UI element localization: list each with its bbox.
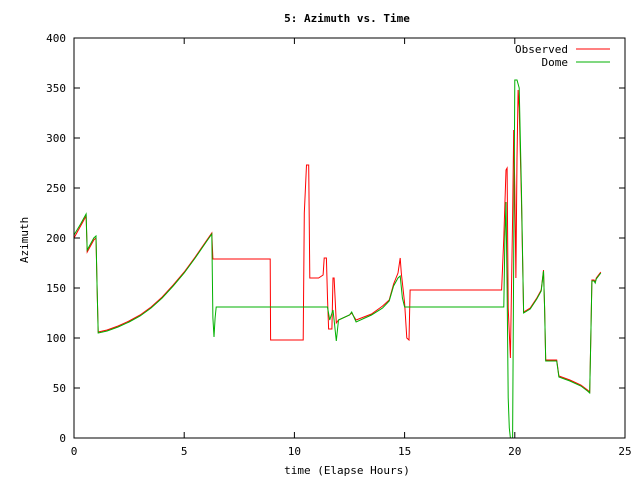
x-tick-label: 0 (71, 445, 78, 458)
chart-title: 5: Azimuth vs. Time (284, 12, 410, 25)
x-tick-label: 20 (508, 445, 521, 458)
series-line-observed (73, 89, 602, 394)
y-tick-label: 0 (59, 432, 66, 445)
plot-frame (73, 37, 626, 439)
y-tick-label: 50 (53, 382, 66, 395)
y-axis-label: Azimuth (18, 217, 31, 263)
x-tick-label: 15 (398, 445, 411, 458)
x-tick-label: 25 (618, 445, 631, 458)
y-tick-label: 200 (46, 232, 66, 245)
y-tick-label: 250 (46, 182, 66, 195)
x-axis-label: time (Elapse Hours) (284, 464, 410, 477)
y-tick-label: 150 (46, 282, 66, 295)
y-tick-label: 300 (46, 132, 66, 145)
x-tick-label: 5 (181, 445, 188, 458)
series-layer (73, 79, 602, 439)
legend-label-dome: Dome (542, 56, 569, 69)
series-line-dome (73, 79, 602, 439)
y-tick-label: 400 (46, 32, 66, 45)
y-tick-label: 350 (46, 82, 66, 95)
x-tick-label: 10 (288, 445, 301, 458)
y-tick-label: 100 (46, 332, 66, 345)
legend-label-observed: Observed (515, 43, 568, 56)
